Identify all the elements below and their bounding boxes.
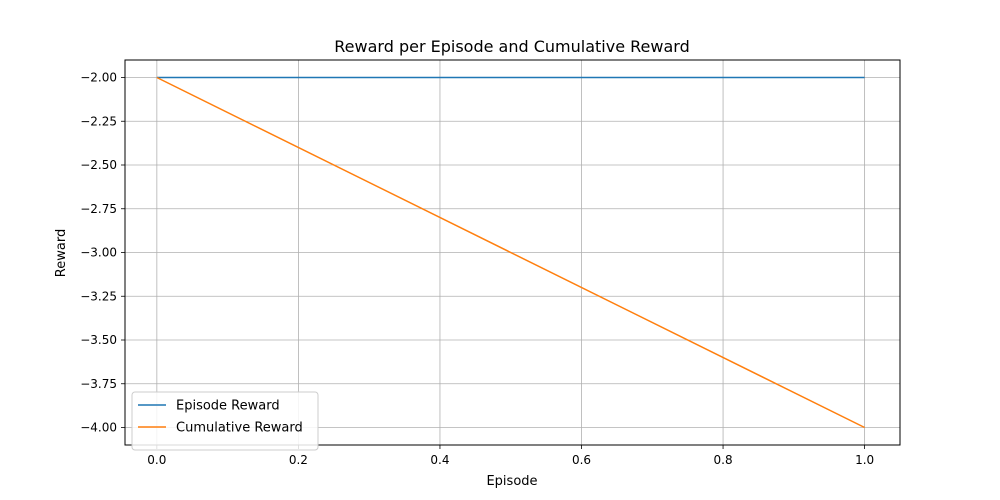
y-tick-label: −2.00 <box>80 71 117 85</box>
chart-title: Reward per Episode and Cumulative Reward <box>334 37 689 56</box>
y-tick-label: −2.25 <box>80 114 117 128</box>
y-axis-label: Reward <box>54 229 69 277</box>
x-tick-label: 0.6 <box>572 453 591 467</box>
x-axis-label: Episode <box>486 474 537 489</box>
y-tick-label: −3.00 <box>80 246 117 260</box>
legend-label: Cumulative Reward <box>176 421 303 436</box>
series-lines <box>156 76 865 429</box>
x-axis: 0.0 0.2 0.4 0.6 0.8 1.0 <box>147 445 874 467</box>
x-tick-label: 0.0 <box>147 453 166 467</box>
y-tick-label: −3.75 <box>80 377 117 391</box>
y-tick-label: −2.75 <box>80 202 117 216</box>
x-tick-label: 0.2 <box>289 453 308 467</box>
x-tick-label: 0.8 <box>714 453 733 467</box>
y-tick-label: −3.25 <box>80 289 117 303</box>
y-axis: −2.00 −2.25 −2.50 −2.75 −3.00 −3.25 −3.50 −3.75… <box>80 71 125 435</box>
legend-label: Episode Reward <box>176 399 280 414</box>
legend-box <box>131 391 319 451</box>
legend: Episode Reward Cumulative Reward <box>131 391 319 451</box>
y-tick-label: −4.00 <box>80 421 117 435</box>
grid <box>125 60 900 445</box>
x-tick-label: 0.4 <box>430 453 449 467</box>
y-tick-label: −3.50 <box>80 333 117 347</box>
y-tick-label: −2.50 <box>80 158 117 172</box>
x-tick-label: 1.0 <box>855 453 874 467</box>
series-line-2 <box>156 76 865 429</box>
